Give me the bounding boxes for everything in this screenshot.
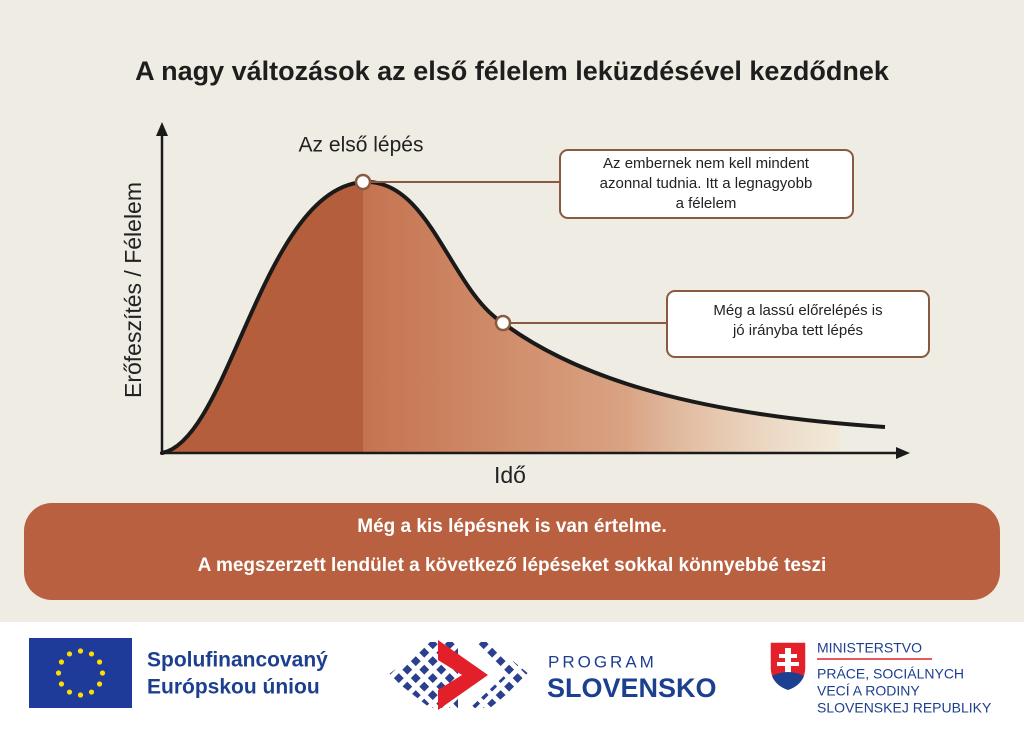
banner: [24, 503, 1000, 600]
star: [88, 651, 95, 657]
ministry-text: MINISTERSTVO: [817, 640, 922, 656]
program-dots: [470, 642, 530, 708]
program-text: PROGRAM: [548, 652, 657, 671]
callouts: Az embernek nem kell mindent azonnal tudn…: [600, 155, 883, 339]
curve: [161, 179, 886, 455]
x-arrow: [896, 447, 910, 459]
banner-text: A megszerzett lendület a következő lépés…: [198, 555, 827, 576]
star: [58, 681, 65, 687]
star: [96, 659, 103, 665]
star: [66, 651, 73, 657]
star: [58, 659, 65, 665]
y-arrow: [156, 122, 168, 136]
title: A nagy változások az első félelem leküzd…: [135, 56, 890, 86]
hills: [772, 672, 804, 690]
program-chevron: [438, 640, 488, 710]
y-axis-label: Erőfeszítés / Félelem: [120, 182, 146, 398]
star: [66, 689, 73, 695]
ministry-text: VECÍ A RODINY: [817, 683, 920, 699]
eu-text: Európskou úniou: [147, 676, 320, 699]
star: [96, 681, 103, 687]
callout-text: Az embernek nem kell mindent: [603, 155, 810, 172]
callout-box: [666, 290, 930, 358]
star: [77, 692, 84, 698]
cross: [777, 648, 799, 676]
marker: [494, 314, 512, 332]
callout-text: azonnal tudnia. Itt a legnagyobb: [600, 175, 813, 192]
star: [55, 670, 62, 676]
eu-stars: [55, 648, 106, 698]
marker: [354, 173, 372, 191]
callout-text: jó irányba tett lépés: [732, 322, 863, 339]
callout-box: [559, 149, 854, 219]
eu-text: Spolufinancovaný: [147, 649, 328, 672]
star: [77, 648, 84, 654]
star: [88, 689, 95, 695]
banner-text: Még a kis lépésnek is van értelme.: [357, 516, 666, 537]
star: [99, 670, 106, 676]
x-axis-label: Idő: [494, 462, 526, 488]
ministry-text: SLOVENSKEJ REPUBLIKY: [817, 700, 992, 716]
callout-text: Még a lassú előrelépés is: [713, 302, 882, 319]
peak-label: Az első lépés: [299, 134, 424, 157]
ministry-text: PRÁCE, SOCIÁLNYCH: [817, 666, 964, 682]
program-text: SLOVENSKO: [547, 673, 717, 703]
callout-text: a félelem: [676, 195, 737, 212]
